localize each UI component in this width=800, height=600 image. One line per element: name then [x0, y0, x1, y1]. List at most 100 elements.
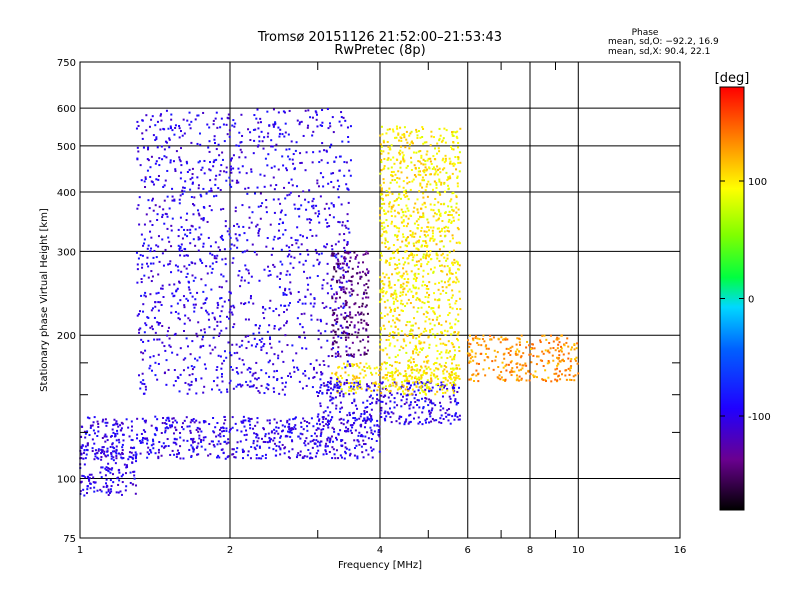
- data-point: [489, 338, 492, 341]
- data-point: [441, 286, 444, 289]
- data-point: [345, 350, 348, 353]
- data-point: [230, 354, 233, 357]
- data-point: [234, 456, 237, 459]
- data-point: [198, 214, 201, 217]
- data-point: [422, 216, 425, 219]
- data-point: [273, 390, 276, 393]
- data-point: [255, 253, 258, 256]
- data-point: [525, 379, 528, 382]
- data-point: [366, 252, 369, 255]
- data-point: [97, 430, 100, 433]
- data-point: [171, 417, 174, 420]
- data-point: [429, 331, 432, 334]
- data-point: [352, 385, 355, 388]
- data-point: [381, 400, 384, 403]
- data-point: [179, 299, 182, 302]
- data-point: [222, 275, 225, 278]
- data-point: [337, 252, 340, 255]
- data-point: [399, 393, 402, 396]
- data-point: [556, 367, 559, 370]
- data-point: [333, 266, 336, 269]
- data-point: [510, 369, 513, 372]
- data-point: [438, 230, 441, 233]
- data-point: [88, 477, 91, 480]
- data-point: [391, 179, 394, 182]
- data-point: [353, 400, 356, 403]
- data-point: [437, 378, 440, 381]
- data-point: [435, 383, 438, 386]
- data-point: [384, 419, 387, 422]
- data-point: [189, 188, 192, 191]
- data-point: [332, 186, 335, 189]
- data-point: [444, 154, 447, 157]
- data-point: [553, 372, 556, 375]
- data-point: [302, 263, 305, 266]
- data-point: [218, 154, 221, 157]
- x-tick-label: 1: [77, 545, 83, 556]
- data-point: [439, 234, 442, 237]
- data-point: [441, 385, 444, 388]
- data-point: [351, 267, 354, 270]
- data-point: [223, 350, 226, 353]
- data-point: [136, 417, 139, 420]
- data-point: [515, 374, 518, 377]
- data-point: [502, 353, 505, 356]
- data-point: [365, 328, 368, 331]
- data-point: [439, 171, 442, 174]
- data-point: [446, 389, 449, 392]
- data-point: [113, 423, 116, 426]
- data-point: [573, 379, 576, 382]
- data-point: [437, 306, 440, 309]
- data-point: [236, 179, 239, 182]
- data-point: [325, 392, 328, 395]
- data-point: [161, 284, 164, 287]
- data-point: [160, 119, 163, 122]
- data-point: [386, 158, 389, 161]
- data-point: [382, 181, 385, 184]
- data-point: [146, 437, 149, 440]
- data-point: [421, 348, 424, 351]
- data-point: [421, 374, 424, 377]
- data-point: [327, 388, 330, 391]
- data-point: [429, 183, 432, 186]
- data-point: [419, 347, 422, 350]
- data-point: [469, 357, 472, 360]
- data-point: [391, 382, 394, 385]
- data-point: [531, 343, 534, 346]
- data-point: [403, 126, 406, 129]
- data-point: [406, 302, 409, 305]
- data-point: [421, 186, 424, 189]
- data-point: [141, 382, 144, 385]
- data-point: [115, 457, 118, 460]
- data-point: [348, 393, 351, 396]
- data-point: [383, 230, 386, 233]
- data-point: [163, 371, 166, 374]
- data-point: [397, 133, 400, 136]
- data-point: [349, 429, 352, 432]
- data-point: [331, 446, 334, 449]
- data-point: [405, 351, 408, 354]
- data-point: [342, 274, 345, 277]
- data-point: [316, 179, 319, 182]
- data-point: [569, 360, 572, 363]
- data-point: [413, 348, 416, 351]
- data-point: [320, 252, 323, 255]
- data-point: [115, 455, 118, 458]
- data-point: [158, 205, 161, 208]
- data-point: [194, 357, 197, 360]
- data-point: [380, 406, 383, 409]
- data-point: [192, 441, 195, 444]
- data-point: [383, 165, 386, 168]
- data-point: [128, 451, 131, 454]
- data-point: [425, 386, 428, 389]
- data-point: [284, 131, 287, 134]
- data-point: [367, 335, 370, 338]
- data-point: [344, 430, 347, 433]
- data-point: [385, 189, 388, 192]
- data-point: [539, 341, 542, 344]
- data-point: [314, 110, 317, 113]
- data-point: [293, 426, 296, 429]
- data-point: [189, 292, 192, 295]
- data-point: [202, 439, 205, 442]
- data-point: [216, 443, 219, 446]
